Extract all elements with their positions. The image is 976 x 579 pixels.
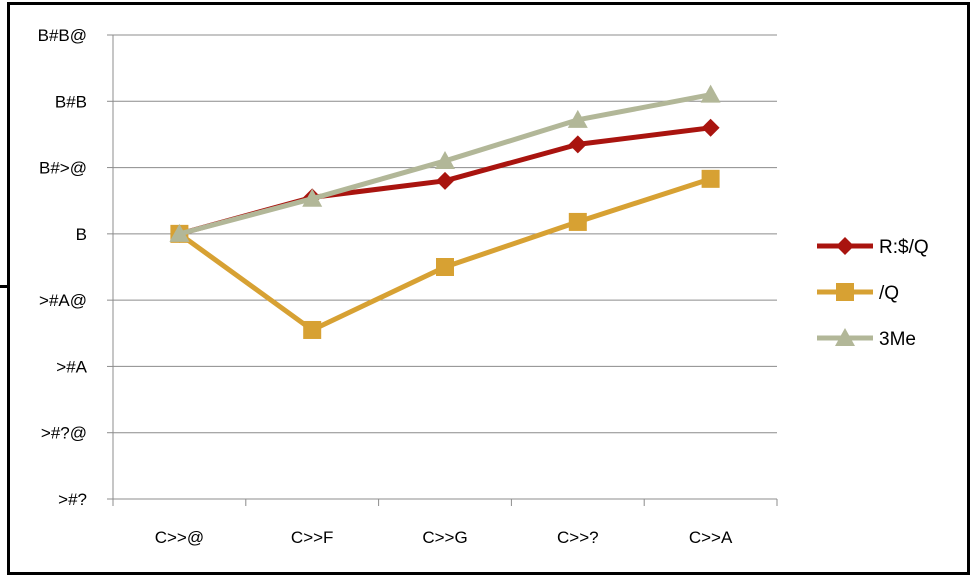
x-tick-label: C>>F xyxy=(291,528,334,547)
data-point xyxy=(303,320,322,339)
x-tick-label: C>>G xyxy=(422,528,467,547)
series-0 xyxy=(170,118,720,243)
legend-label: R:$/Q xyxy=(879,237,929,258)
chart-frame: >#? >#?@ >#A >#A@ B B#>@ B#B B#B@ C>>@ C>>F C>>G C… xyxy=(7,2,970,575)
data-point xyxy=(568,135,587,154)
series-line xyxy=(177,176,712,333)
legend-item: /Q xyxy=(817,283,899,304)
series-group xyxy=(169,84,721,339)
data-point xyxy=(567,109,588,128)
edge-mark xyxy=(0,285,8,288)
data-point xyxy=(701,169,720,188)
axes xyxy=(107,34,778,506)
gridlines xyxy=(113,34,777,434)
data-point xyxy=(169,223,190,242)
data-point xyxy=(436,171,454,190)
data-point xyxy=(701,118,720,137)
series-1 xyxy=(170,169,720,339)
series-2 xyxy=(169,84,721,242)
data-point xyxy=(302,188,323,207)
y-tick-label: >#A xyxy=(56,357,87,376)
x-tick-labels: C>>@ C>>F C>>G C>>? C>>A xyxy=(155,528,733,547)
y-tick-label: B#>@ xyxy=(39,159,87,178)
data-point xyxy=(700,84,721,103)
legend-marker xyxy=(835,328,855,346)
y-tick-label: B#B@ xyxy=(38,26,87,45)
legend: R:$/Q/Q 3Me xyxy=(817,237,929,350)
y-tick-label: B xyxy=(76,225,87,244)
y-tick-label: >#? xyxy=(58,490,87,509)
legend-item: 3Me xyxy=(817,328,916,350)
y-tick-labels: >#? >#?@ >#A >#A@ B B#>@ B#B B#B@ xyxy=(38,26,88,509)
y-tick-label: >#?@ xyxy=(41,424,87,443)
legend-label: 3Me xyxy=(879,329,916,350)
data-point xyxy=(568,212,587,231)
data-point xyxy=(436,258,454,276)
y-tick-label: >#A@ xyxy=(39,291,87,310)
legend-marker xyxy=(836,283,854,301)
legend-label: /Q xyxy=(879,283,899,304)
x-tick-label: C>>A xyxy=(689,528,733,547)
y-tick-label: B#B xyxy=(55,92,87,111)
line-chart: >#?>#?@>#A>#A@BB#>@B#BB#B@ C>>@ C>>F C>>G C… xyxy=(38,26,929,547)
legend-marker xyxy=(836,237,854,255)
data-point xyxy=(435,150,455,169)
x-tick-label: C>>? xyxy=(557,528,599,547)
x-tick-label: C>>@ xyxy=(155,528,204,547)
legend-item: R:$/Q xyxy=(817,237,929,258)
